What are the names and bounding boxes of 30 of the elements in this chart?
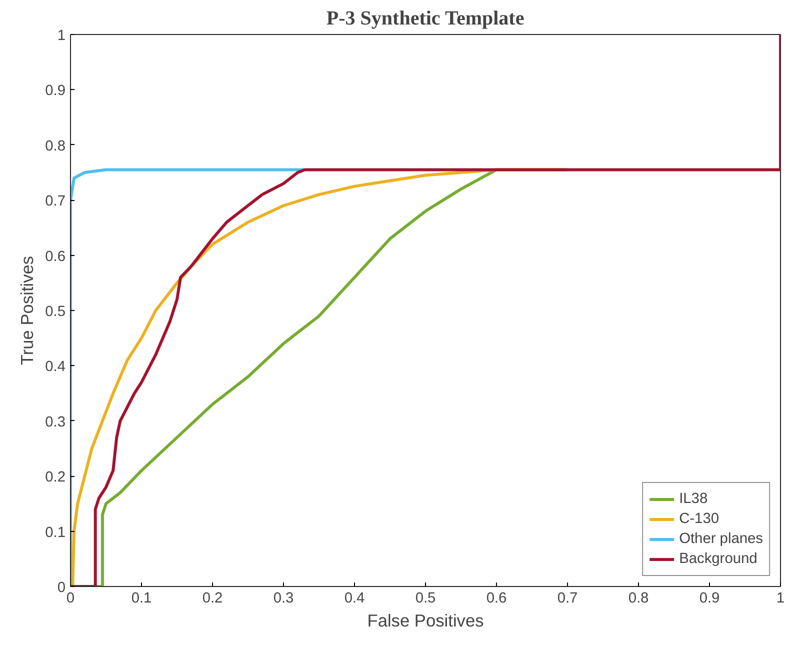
y-tick-label: 0.6 <box>45 248 66 265</box>
y-axis-title: True Positives <box>17 256 38 366</box>
x-tick-label: 0.5 <box>415 590 436 606</box>
y-tick-label: 0.1 <box>45 524 66 541</box>
y-tick-label: 1 <box>57 28 66 44</box>
y-tick-label: 0.4 <box>45 359 66 376</box>
line-series <box>70 168 306 586</box>
line-series <box>70 34 780 586</box>
x-tick-label: 0.7 <box>557 590 578 606</box>
y-tick-label: 0.8 <box>45 138 66 154</box>
x-tick-label: 0.8 <box>628 590 649 606</box>
chart-title: P-3 Synthetic Template <box>326 8 524 30</box>
y-tick-label: 0.7 <box>45 194 66 210</box>
x-tick-label: 0.9 <box>699 590 720 606</box>
y-tick-label: 0.9 <box>45 83 66 100</box>
y-tick-label: 0 <box>57 580 66 596</box>
y-tick-label: 0.5 <box>45 304 66 320</box>
legend-label: IL38 <box>679 491 708 507</box>
x-tick-label: 0.1 <box>131 590 152 606</box>
legend-label: Background <box>679 551 758 567</box>
legend-label: Other planes <box>679 531 763 547</box>
legend-label: C-130 <box>679 511 719 527</box>
x-axis-title: False Positives <box>367 610 484 630</box>
x-tick-label: 0.2 <box>202 590 223 606</box>
x-tick-label: 0.4 <box>344 590 365 606</box>
x-tick-label: 0.6 <box>486 590 507 606</box>
x-tick-label: 0.3 <box>273 590 294 606</box>
x-tick-label: 1 <box>776 590 785 606</box>
y-tick-label: 0.3 <box>45 414 66 430</box>
y-tick-label: 0.2 <box>45 470 66 486</box>
